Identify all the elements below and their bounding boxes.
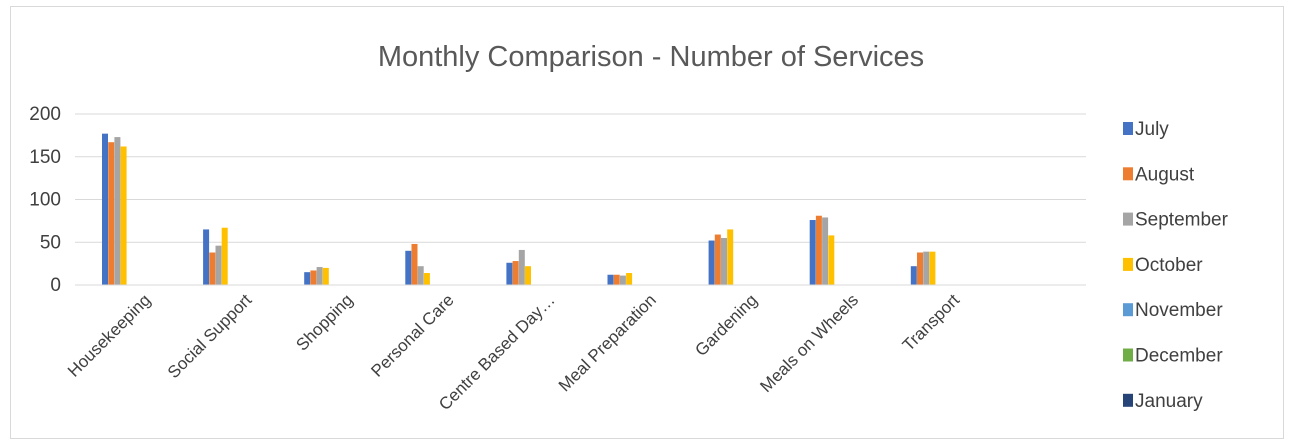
bar — [114, 137, 121, 285]
legend-label: January — [1135, 391, 1203, 412]
bars — [102, 133, 936, 285]
legend-label: November — [1135, 300, 1223, 321]
x-tick-label: Housekeeping — [64, 290, 154, 380]
legend-label: August — [1135, 164, 1195, 185]
x-tick-label: Centre Based Day… — [435, 290, 559, 414]
x-tick-label: Meal Preparation — [555, 290, 660, 395]
y-tick-label: 50 — [40, 232, 61, 253]
bar — [607, 274, 614, 285]
bar — [525, 266, 531, 285]
bar — [120, 146, 127, 285]
bar — [423, 273, 430, 285]
bar — [929, 251, 936, 285]
chart-title: Monthly Comparison - Number of Services — [378, 41, 924, 73]
y-tick-label: 200 — [29, 104, 61, 125]
bar — [809, 220, 816, 285]
legend-swatch — [1123, 393, 1133, 407]
legend-label: December — [1135, 346, 1223, 367]
y-tick-label: 100 — [29, 190, 61, 211]
bar — [316, 267, 323, 285]
bar — [322, 267, 329, 285]
x-tick-label: Gardening — [691, 290, 761, 360]
x-tick-label: Social Support — [164, 290, 256, 382]
bar — [203, 229, 210, 285]
bar — [708, 240, 715, 285]
bar — [215, 245, 222, 285]
bar — [822, 217, 829, 285]
bar — [613, 274, 620, 285]
bar — [221, 227, 228, 285]
bar — [310, 270, 317, 285]
bar — [626, 273, 633, 285]
bar — [518, 249, 525, 285]
legend-swatch — [1123, 348, 1133, 362]
legend-swatch — [1123, 122, 1133, 135]
bar — [828, 235, 835, 285]
bar — [417, 266, 424, 285]
legend-swatch — [1123, 303, 1133, 317]
bar — [917, 252, 923, 285]
bar — [405, 250, 412, 285]
chart-svg: Monthly Comparison - Number of Services … — [29, 41, 1229, 414]
bar — [512, 261, 519, 285]
legend: July August September October November Decemb… — [1123, 119, 1229, 412]
bar — [411, 243, 418, 285]
bar — [209, 252, 216, 285]
legend-label: July — [1135, 119, 1169, 140]
bar — [727, 229, 734, 285]
bar — [108, 142, 115, 285]
x-tick-label: Shopping — [292, 290, 356, 354]
bar — [910, 266, 917, 285]
bar — [714, 234, 721, 285]
bar — [506, 262, 513, 285]
x-tick-label: Transport — [899, 290, 964, 355]
legend-label: October — [1135, 255, 1203, 276]
legend-swatch — [1123, 257, 1133, 271]
bar — [304, 272, 311, 285]
bar — [815, 215, 822, 285]
chart-frame: Monthly Comparison - Number of Services … — [10, 6, 1284, 439]
bar — [923, 251, 930, 285]
legend-label: September — [1135, 210, 1229, 231]
x-tick-label: Personal Care — [367, 290, 457, 380]
legend-swatch — [1123, 212, 1133, 226]
y-tick-label: 0 — [50, 275, 61, 296]
bar — [102, 133, 108, 285]
bar — [619, 275, 626, 285]
y-tick-label: 150 — [29, 147, 61, 168]
legend-swatch — [1123, 167, 1133, 181]
x-tick-label: Meals on Wheels — [756, 290, 862, 396]
bar — [721, 237, 727, 285]
